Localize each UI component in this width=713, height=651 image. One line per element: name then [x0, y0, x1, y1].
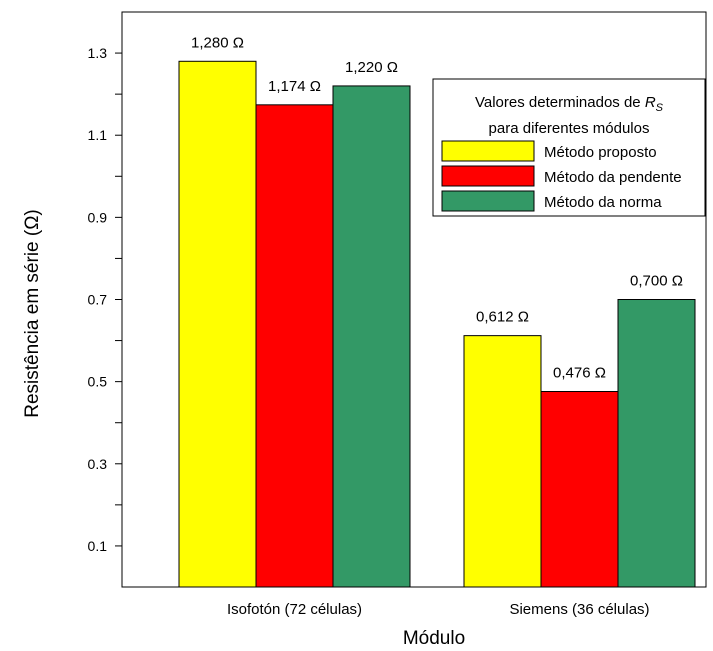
y-tick-label: 0.5 — [88, 374, 108, 390]
bar — [540, 391, 619, 588]
bar — [617, 299, 696, 588]
y-axis: 0.1 0.3 0.5 0.7 0.9 1.1 1.3 — [88, 45, 122, 554]
bar-data-label: 1,280 Ω — [191, 34, 244, 51]
x-tick-label: Isofotón (72 células) — [227, 601, 362, 618]
legend-title-variable: R — [645, 94, 656, 111]
y-tick-label: 0.7 — [88, 292, 108, 308]
y-tick-label: 0.1 — [88, 538, 108, 554]
bar-data-label: 1,174 Ω — [268, 78, 321, 95]
legend-title: Valores determinados de RS — [475, 94, 664, 114]
bar-data-label: 1,220 Ω — [345, 59, 398, 76]
bar-data-label: 0,612 Ω — [476, 309, 529, 326]
legend-items: Método proposto Método da pendente Método … — [441, 140, 682, 212]
legend-title-line-2: para diferentes módulos — [489, 120, 650, 137]
bar-data-label: 0,700 Ω — [630, 273, 683, 290]
y-tick-label: 0.3 — [88, 456, 108, 472]
legend-entry-label: Método da pendente — [544, 169, 682, 186]
legend-title-text: Valores determinados de — [475, 94, 645, 111]
x-tick-label: Siemens (36 células) — [509, 601, 649, 618]
y-tick-label: 1.1 — [88, 127, 108, 143]
bar — [332, 85, 411, 588]
bar — [178, 60, 257, 588]
legend-entry-label: Método proposto — [544, 144, 657, 161]
legend: Valores determinados de RS para diferent… — [432, 78, 706, 217]
bar — [463, 335, 542, 588]
data-labels-group: 1,280 Ω 0,612 Ω 1,174 Ω 0,476 Ω 1,220 Ω 0,700… — [191, 34, 683, 381]
y-tick-label: 1.3 — [88, 45, 108, 61]
bar — [255, 104, 334, 588]
legend-entry-label: Método da norma — [544, 194, 662, 211]
y-axis-title: Resistência em série (Ω) — [22, 209, 43, 417]
legend-swatch — [441, 165, 535, 187]
x-axis-title: Módulo — [403, 628, 465, 649]
x-axis: Isofotón (72 células) Siemens (36 células… — [227, 601, 650, 618]
y-tick-label: 0.9 — [88, 209, 108, 225]
bars-group — [178, 60, 696, 588]
legend-swatch — [441, 140, 535, 162]
legend-swatch — [441, 190, 535, 212]
legend-title-subscript: S — [656, 102, 664, 114]
bar-data-label: 0,476 Ω — [553, 365, 606, 382]
